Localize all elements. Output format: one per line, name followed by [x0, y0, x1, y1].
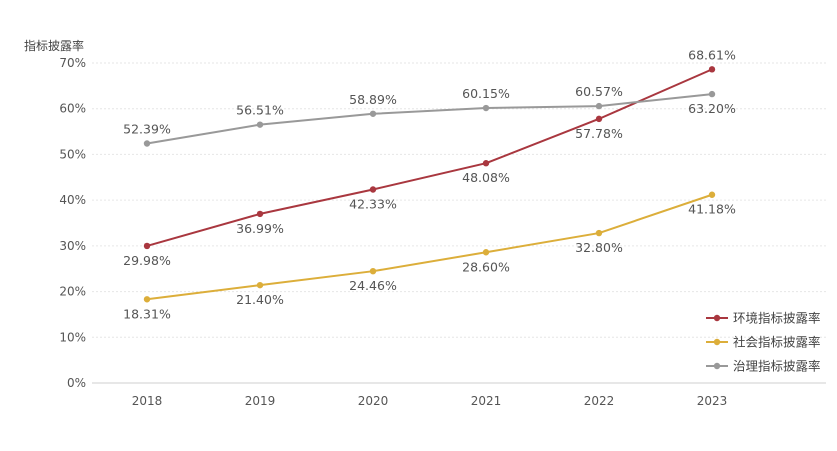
data-point — [595, 229, 603, 237]
series-line-3 — [146, 93, 713, 145]
x-tick-label: 2020 — [358, 394, 389, 408]
data-label: 60.57% — [575, 84, 623, 99]
x-tick-label: 2018 — [132, 394, 163, 408]
data-point — [595, 102, 603, 110]
y-tick-label: 10% — [59, 330, 86, 344]
data-point — [143, 296, 151, 303]
data-point — [708, 90, 716, 98]
data-point — [369, 267, 377, 275]
y-tick-label: 30% — [59, 239, 86, 253]
data-label: 48.08% — [462, 170, 510, 185]
x-axis-ticks: 2018 2019 2020 2021 2022 2023 — [132, 394, 728, 408]
x-tick-label: 2022 — [584, 394, 615, 408]
y-axis-title: 指标披露率 — [24, 38, 84, 53]
data-point — [708, 66, 716, 73]
data-label: 56.51% — [236, 103, 284, 118]
legend-swatch-marker — [713, 338, 721, 346]
data-label: 36.99% — [236, 221, 284, 236]
x-tick-label: 2019 — [245, 394, 276, 408]
data-label: 41.18% — [688, 202, 736, 217]
y-tick-label: 0% — [67, 376, 86, 390]
data-point — [369, 186, 377, 193]
x-tick-label: 2021 — [471, 394, 502, 408]
legend-label: 治理指标披露率 — [733, 359, 821, 374]
gridlines — [92, 62, 826, 384]
data-label: 57.78% — [575, 126, 623, 141]
data-label: 32.80% — [575, 240, 623, 255]
data-label: 68.61% — [688, 47, 736, 62]
x-tick-label: 2023 — [697, 394, 728, 408]
y-tick-label: 70% — [59, 56, 86, 70]
y-tick-label: 20% — [59, 285, 86, 299]
data-label: 42.33% — [349, 196, 397, 211]
data-label: 28.60% — [462, 259, 510, 274]
data-labels: 29.98% 36.99% 42.33% 48.08% 57.78% 68.61% 18.3… — [123, 47, 736, 321]
data-point — [369, 110, 377, 117]
legend-label: 社会指标披露率 — [733, 335, 821, 350]
data-point — [482, 104, 490, 112]
data-point — [256, 281, 264, 289]
data-point — [256, 210, 264, 218]
data-point — [595, 115, 603, 123]
data-point — [143, 140, 151, 147]
legend-label: 环境指标披露率 — [733, 311, 821, 326]
y-tick-label: 40% — [59, 193, 86, 207]
series-line-1 — [146, 68, 713, 247]
data-label: 63.20% — [688, 101, 736, 116]
legend-swatch-marker — [713, 362, 721, 370]
y-tick-label: 60% — [59, 102, 86, 116]
y-tick-label: 50% — [59, 147, 86, 161]
data-label: 18.31% — [123, 306, 171, 321]
data-point — [256, 121, 264, 128]
data-label: 60.15% — [462, 86, 510, 101]
legend-swatch-marker — [713, 314, 721, 322]
data-label: 29.98% — [123, 253, 171, 268]
data-point — [482, 160, 490, 167]
data-label: 24.46% — [349, 278, 397, 293]
data-label: 21.40% — [236, 292, 284, 307]
data-point — [143, 242, 151, 250]
data-label: 52.39% — [123, 122, 171, 137]
series-line-2 — [146, 193, 713, 301]
y-axis-ticks: 0% 10% 20% 30% 40% 50% 60% 70% — [59, 56, 86, 390]
data-point — [708, 191, 716, 198]
data-point — [482, 249, 490, 256]
series-lines — [143, 66, 716, 303]
data-label: 58.89% — [349, 92, 397, 107]
